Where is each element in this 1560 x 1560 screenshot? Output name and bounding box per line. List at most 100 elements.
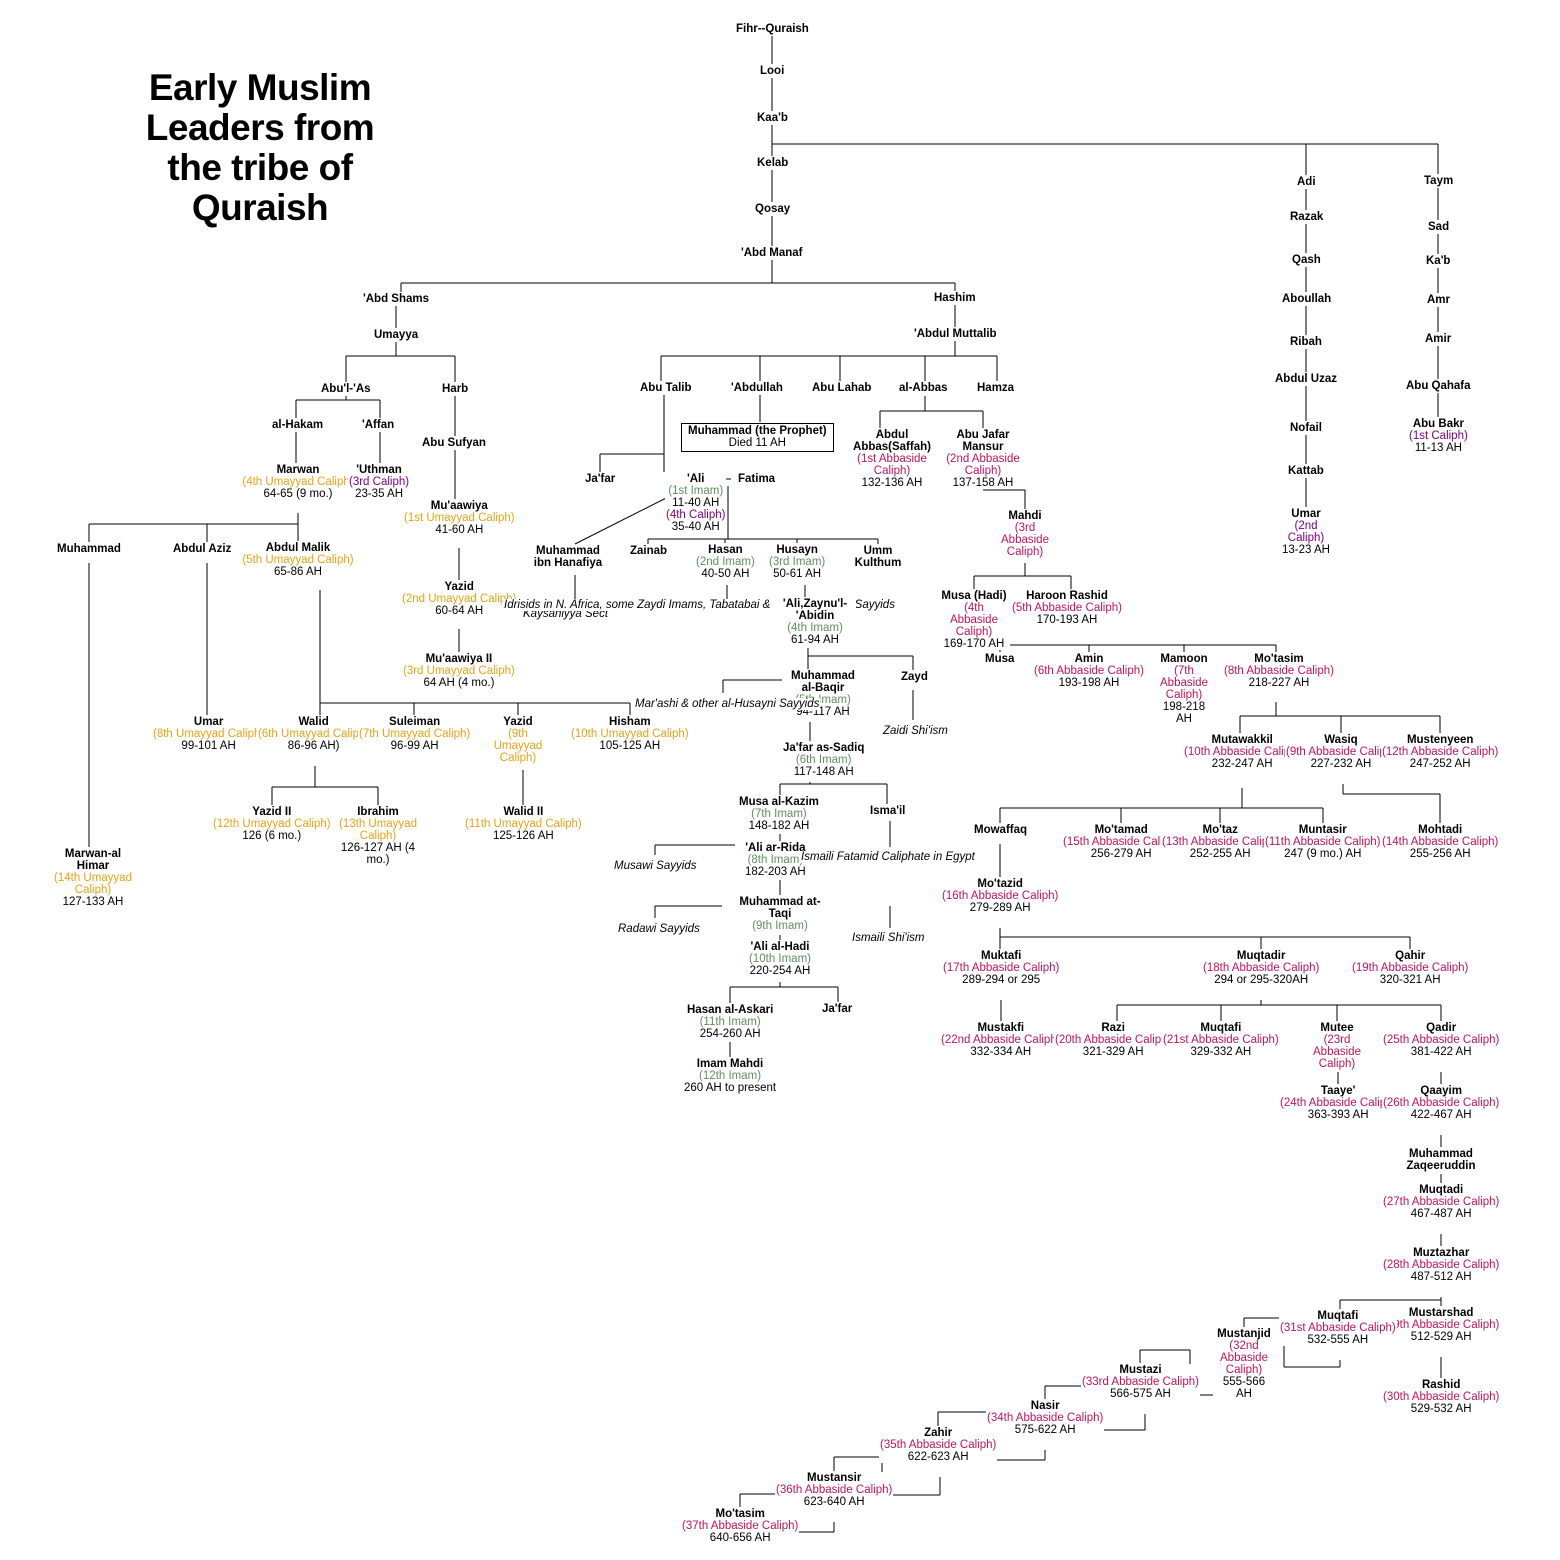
person-node-musa-a: Musa (984, 653, 1016, 665)
node-role: (14th Umayyad Caliph) (54, 872, 132, 896)
node-dates: 169-170 AH (943, 638, 1005, 650)
node-name: Muhammad (the Prophet) (688, 425, 827, 437)
person-node-looi: Looi (759, 65, 786, 77)
node-role: (1st Imam) (668, 485, 724, 497)
node-name: Razak (1290, 211, 1324, 223)
person-node-kelab: Kelab (756, 157, 790, 169)
person-node-mamoon: Mamoon (7th Abbaside Caliph) 198-218 AH (1153, 653, 1215, 725)
node-name: Muqtadi (1419, 1184, 1464, 1196)
node-dates: 289-294 or 295 (962, 974, 1041, 986)
node-name: Ja'far (822, 1003, 853, 1015)
person-node-abusufyan: Abu Sufyan (421, 437, 487, 449)
person-node-husayn: Husayn (3rd Imam) 50-61 AH (768, 544, 827, 580)
node-role: (12th Umayyad Caliph) (213, 818, 331, 830)
person-node-mustanjid: Mustanjid (32nd Abbaside Caliph) 555-566 A… (1213, 1328, 1275, 1400)
node-name: Muntasir (1298, 824, 1347, 836)
node-dates: 61-94 AH (791, 634, 839, 646)
node-role: (10th Umayyad Caliph) (571, 728, 689, 740)
node-dates: 232-247 AH (1211, 758, 1273, 770)
node-name: Muqtafi (1200, 1022, 1242, 1034)
person-node-qahir: Qahir (19th Abbaside Caliph) 320-321 AH (1351, 950, 1470, 986)
node-dates: 422-467 AH (1410, 1109, 1472, 1121)
person-node-zayd: Zayd (900, 671, 929, 683)
node-dates: 220-254 AH (749, 965, 811, 977)
node-note: Kaysaniyya Sect (523, 608, 609, 620)
node-role: (3rd Abbaside Caliph) (1001, 522, 1049, 558)
person-node-ribah: Ribah (1289, 336, 1323, 348)
node-dates: 125-126 AH (493, 830, 554, 842)
node-role: (10th Abbaside Caliph) (1184, 746, 1301, 758)
node-name: Hamza (977, 382, 1015, 394)
person-node-jafar-t: Ja'far (584, 473, 617, 485)
node-name: Mustenyeen (1406, 734, 1474, 746)
node-name: 'Ali,Zaynu'l-'Abidin (782, 598, 848, 622)
node-role: (9th Abbaside Caliph) (1286, 746, 1396, 758)
node-name: Musa al-Kazim (739, 796, 819, 808)
person-node-suleiman: Suleiman (7th Umayyad Caliph) 96-99 AH (358, 716, 472, 752)
node-role: (8th Abbaside Caliph) (1224, 665, 1334, 677)
node-role: (4th Abbaside Caliph) (950, 602, 998, 638)
person-node-kaab2: Ka'b (1425, 255, 1452, 267)
node-dates: 320-321 AH (1379, 974, 1441, 986)
node-dates: 126-127 AH (4 mo.) (340, 842, 416, 866)
person-node-zaidi: Zaidi Shi'ism (882, 725, 949, 737)
node-role: (7th Imam) (751, 808, 807, 820)
node-name: Umar (193, 716, 224, 728)
node-role: (4th Umayyad Caliph) (242, 476, 354, 488)
node-name: Abu Talib (640, 382, 692, 394)
node-name: Suleiman (389, 716, 441, 728)
person-node-aboullah: Aboullah (1281, 293, 1333, 305)
person-node-marashi: Mar'ashi & other al-Husayni Sayyids (634, 698, 821, 710)
node-name: Muhammad Zaqeeruddin (1406, 1148, 1476, 1172)
node-role: (4th Caliph) (666, 509, 726, 521)
person-node-taym: Taym (1423, 175, 1455, 187)
node-dates: 96-99 AH (390, 740, 439, 752)
person-node-muqtadi: Muqtadi (27th Abbaside Caliph) 467-487 AH (1382, 1184, 1501, 1220)
node-dates: 363-393 AH (1307, 1109, 1369, 1121)
node-name: Yazid (444, 581, 474, 593)
person-node-abulas: Abu'l-'As (320, 383, 372, 395)
node-name: Qash (1292, 254, 1321, 266)
person-node-mutee: Mutee (23rd Abbaside Caliph) (1306, 1022, 1368, 1070)
person-node-mahdi: Mahdi (3rd Abbaside Caliph) (994, 510, 1056, 558)
person-node-yazid2: Yazid II (12th Umayyad Caliph) 126 (6 mo.) (212, 806, 332, 842)
person-node-walid2: Walid II (11th Umayyad Caliph) 125-126 AH (464, 806, 583, 842)
person-node-abdulmuttalib: 'Abdul Muttalib (913, 328, 998, 340)
node-note: Mar'ashi & other al-Husayni Sayyids (635, 698, 820, 710)
node-name: Mustazi (1119, 1364, 1162, 1376)
node-name: 'Ali al-Hadi (750, 941, 810, 953)
node-dates: 117-148 AH (793, 766, 854, 778)
diagram-title: Early Muslim Leaders from the tribe of Q… (100, 68, 420, 228)
node-role: (24th Abbaside Caliph) (1280, 1097, 1397, 1109)
node-name: Hasan al-Askari (687, 1004, 774, 1016)
person-node-hashim: Hashim (933, 292, 977, 304)
node-dates: 532-555 AH (1307, 1334, 1369, 1346)
node-name: Mustansir (807, 1472, 862, 1484)
node-role: (4th Imam) (787, 622, 843, 634)
node-name: Imam Mahdi (696, 1058, 764, 1070)
node-name: Mo'tamad (1094, 824, 1148, 836)
node-name: Taaye' (1320, 1085, 1356, 1097)
person-node-rashid: Rashid (30th Abbaside Caliph) 529-532 AH (1382, 1379, 1501, 1415)
node-name: Zainab (630, 545, 668, 557)
person-node-ummkulthum: Umm Kulthum (847, 545, 909, 569)
node-name: Abu Qahafa (1406, 380, 1471, 392)
person-node-motaz: Mo'taz (13th Abbaside Caliph) 252-255 AH (1161, 824, 1280, 860)
person-node-hasan: Hasan (2nd Imam) 40-50 AH (695, 544, 756, 580)
node-name: Adi (1297, 176, 1316, 188)
node-dates: 182-203 AH (745, 866, 806, 878)
node-dates: 623-640 AH (803, 1496, 865, 1508)
node-dates: 126 (6 mo.) (242, 830, 302, 842)
node-note: Zaidi Shi'ism (883, 725, 948, 737)
person-node-zaqeer: Muhammad Zaqeeruddin (1400, 1148, 1482, 1172)
node-name: Kelab (757, 157, 789, 169)
node-name: Amir (1425, 333, 1452, 345)
node-dates: 40-50 AH (701, 568, 750, 580)
node-dates: 170-193 AH (1036, 614, 1098, 626)
person-node-abdmanaf: 'Abd Manaf (740, 247, 804, 259)
person-node-muhammad-u: Muhammad (56, 543, 122, 555)
person-node-amr: Amr (1426, 294, 1452, 306)
node-name: Abu Jafar Mansur (956, 429, 1010, 453)
node-role: (27th Abbaside Caliph) (1383, 1196, 1500, 1208)
node-role: (10th Imam) (749, 953, 811, 965)
